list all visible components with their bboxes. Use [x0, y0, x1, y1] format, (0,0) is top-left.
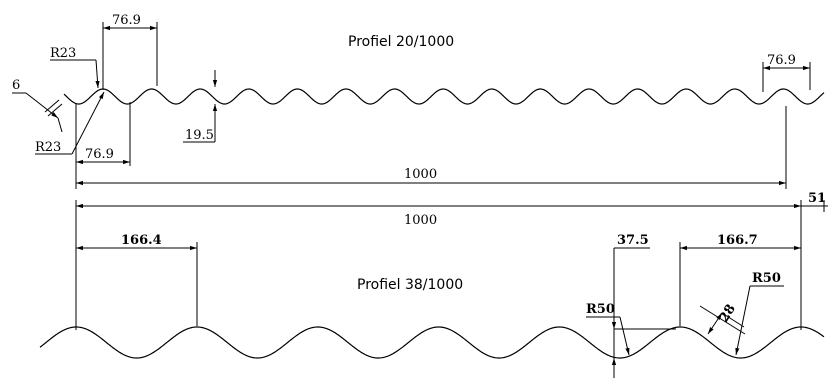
leader-line [721, 312, 745, 328]
dim-pitch-bottom: 76.9 [85, 147, 114, 162]
profile-top-wave [63, 88, 825, 105]
leader-line [71, 91, 105, 155]
thickness-tick [47, 103, 63, 117]
dim-pitch-left: 166.4 [121, 233, 162, 248]
dim-pitch-right-bottom: 166.7 [717, 233, 758, 248]
dim-width-top: 1000 [404, 167, 437, 182]
leader-line [25, 92, 59, 119]
dim-thickness: 6 [12, 78, 20, 93]
leader-line [57, 117, 63, 133]
dim-radius-right: R50 [752, 271, 781, 286]
dim-line-depth [707, 312, 723, 335]
profile-top-title: Profiel 20/1000 [348, 34, 454, 50]
dim-overlap: 51 [808, 191, 826, 206]
dim-pitch-right: 76.9 [767, 53, 796, 68]
profile-bottom-wave [39, 326, 825, 359]
profile-bottom-title: Profiel 38/1000 [357, 277, 463, 293]
dim-radius-left: R50 [586, 302, 615, 317]
dim-radius-top: R23 [50, 46, 76, 61]
dim-height: 19.5 [185, 128, 214, 143]
leader-line [619, 316, 630, 356]
dim-height-bottom: 37.5 [617, 233, 649, 248]
dim-width-bottom: 1000 [404, 213, 437, 228]
leader-line [735, 285, 751, 356]
leader-line [95, 59, 100, 89]
dim-pitch-top: 76.9 [112, 13, 141, 28]
thickness-tick [44, 99, 60, 113]
ext-line [699, 305, 746, 335]
dim-radius-bottom: R23 [35, 140, 61, 155]
